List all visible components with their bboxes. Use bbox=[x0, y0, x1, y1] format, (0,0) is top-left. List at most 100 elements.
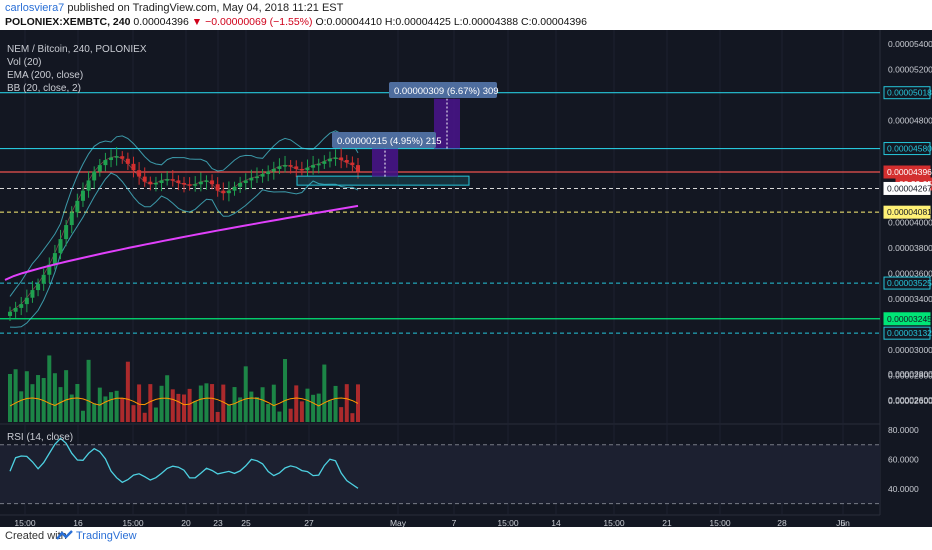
volume-bar bbox=[114, 390, 119, 422]
volume-bar bbox=[266, 404, 271, 422]
candle-body bbox=[153, 182, 158, 185]
annotation-upper-box bbox=[389, 82, 497, 98]
candle-body bbox=[327, 158, 332, 162]
price-change: ▼ −0.00000069 (−1.55%) bbox=[191, 16, 313, 28]
price-tick-4: 0.00003800 bbox=[888, 243, 932, 253]
candle-body bbox=[36, 283, 41, 291]
volume-bar bbox=[103, 396, 108, 422]
candle-body bbox=[187, 184, 192, 186]
last-price: 0.00004396 bbox=[133, 16, 189, 28]
candle-body bbox=[80, 190, 85, 201]
volume-bar bbox=[148, 384, 153, 422]
volume-bar bbox=[283, 359, 288, 422]
candle-body bbox=[238, 182, 243, 187]
candle-body bbox=[221, 190, 226, 194]
volume-bar bbox=[299, 401, 304, 422]
candle-body bbox=[170, 179, 175, 181]
price-tick-9: 0.00002600 bbox=[888, 396, 932, 406]
time-tick-6: 27 bbox=[304, 518, 314, 527]
candle-body bbox=[97, 165, 102, 172]
candle-body bbox=[288, 165, 293, 167]
candle-body bbox=[266, 171, 271, 175]
time-tick-4: 23 bbox=[213, 518, 223, 527]
time-tick-1: 16 bbox=[73, 518, 83, 527]
time-tick-2: 15:00 bbox=[122, 518, 144, 527]
candle-body bbox=[305, 167, 310, 171]
volume-bar bbox=[311, 394, 316, 422]
volume-bar bbox=[19, 391, 24, 422]
legend-ema: EMA (200, close) bbox=[7, 70, 84, 81]
author-link[interactable]: carlosviera7 bbox=[5, 2, 65, 14]
volume-bar bbox=[8, 374, 12, 422]
volume-bar bbox=[243, 366, 248, 422]
volume-bar bbox=[339, 407, 344, 422]
volume-bar bbox=[260, 387, 265, 422]
time-tick-8: 7 bbox=[452, 518, 457, 527]
candle-body bbox=[75, 200, 80, 213]
candle-body bbox=[30, 290, 35, 298]
volume-bar bbox=[198, 385, 203, 422]
volume-bar bbox=[92, 403, 97, 422]
candle-body bbox=[204, 180, 209, 182]
candle-body bbox=[148, 181, 153, 185]
price-label-8: 0.00003132 bbox=[887, 328, 932, 338]
volume-bar bbox=[333, 385, 338, 422]
price-label-box-6 bbox=[883, 276, 931, 290]
legend-title: NEM / Bitcoin, 240, POLONIEX bbox=[7, 44, 147, 55]
volume-bar bbox=[204, 383, 209, 422]
price-tick-2: 0.00004800 bbox=[888, 116, 932, 126]
candle-body bbox=[114, 156, 119, 158]
volume-bar bbox=[316, 393, 321, 422]
volume-bar bbox=[187, 388, 192, 422]
candle-body bbox=[271, 168, 276, 172]
price-label-2: 0.00004396 bbox=[887, 167, 932, 177]
price-tick-8: 0.00002800 bbox=[888, 371, 932, 381]
volume-bar bbox=[131, 405, 136, 422]
candle-body bbox=[13, 307, 18, 312]
created-with-text: Created with bbox=[5, 530, 67, 542]
symbol-line: POLONIEX:XEMBTC, 240 0.00004396 ▼ −0.000… bbox=[5, 16, 587, 28]
candle-body bbox=[277, 166, 282, 169]
candle-body bbox=[69, 212, 74, 226]
candle-body bbox=[344, 160, 349, 163]
ohlc-high: H:0.00004425 bbox=[384, 16, 451, 28]
price-label-box-7 bbox=[883, 312, 931, 326]
candle-body bbox=[131, 163, 136, 171]
volume-bar bbox=[47, 355, 52, 422]
candle-body bbox=[137, 170, 142, 177]
support-box bbox=[296, 175, 470, 186]
chart-area[interactable]: 0.00005400 0.00005200 0.00004800 0.00004000… bbox=[0, 30, 932, 527]
volume-bar bbox=[24, 371, 29, 422]
price-label-6: 0.00003525 bbox=[887, 278, 932, 288]
rsi-tick-2: 40.0000 bbox=[888, 484, 919, 494]
volume-bar bbox=[238, 397, 243, 422]
candle-body bbox=[198, 181, 203, 185]
volume-bar bbox=[294, 385, 299, 422]
candle-body bbox=[41, 274, 46, 284]
legend-bb: BB (20, close, 2) bbox=[7, 83, 81, 94]
volume-bar bbox=[305, 388, 310, 422]
volume-bar bbox=[109, 392, 114, 422]
volume-bar bbox=[137, 384, 142, 422]
volume-bar bbox=[64, 370, 69, 422]
candle-body bbox=[249, 177, 254, 181]
price-label-box-4 bbox=[883, 181, 931, 195]
volume-tick-1: 0.00002600 bbox=[888, 395, 932, 405]
time-tick-7: May bbox=[390, 518, 407, 527]
candle-body bbox=[159, 180, 164, 183]
candle-body bbox=[142, 176, 147, 182]
volume-bar bbox=[249, 391, 254, 422]
chart-canvas[interactable]: 0.00005400 0.00005200 0.00004800 0.00004000… bbox=[0, 30, 932, 527]
candle-body bbox=[226, 190, 231, 194]
volume-bar bbox=[52, 373, 57, 422]
candle-body bbox=[294, 166, 299, 169]
volume-bar bbox=[277, 411, 282, 422]
tradingview-brand[interactable]: TradingView bbox=[76, 530, 137, 542]
price-label-box-5 bbox=[883, 205, 931, 219]
volume-bar bbox=[226, 404, 231, 422]
candle-body bbox=[260, 174, 265, 177]
candle-body bbox=[24, 297, 29, 305]
volume-bar bbox=[210, 384, 215, 422]
volume-bar bbox=[142, 412, 147, 422]
candle-body bbox=[210, 180, 215, 185]
